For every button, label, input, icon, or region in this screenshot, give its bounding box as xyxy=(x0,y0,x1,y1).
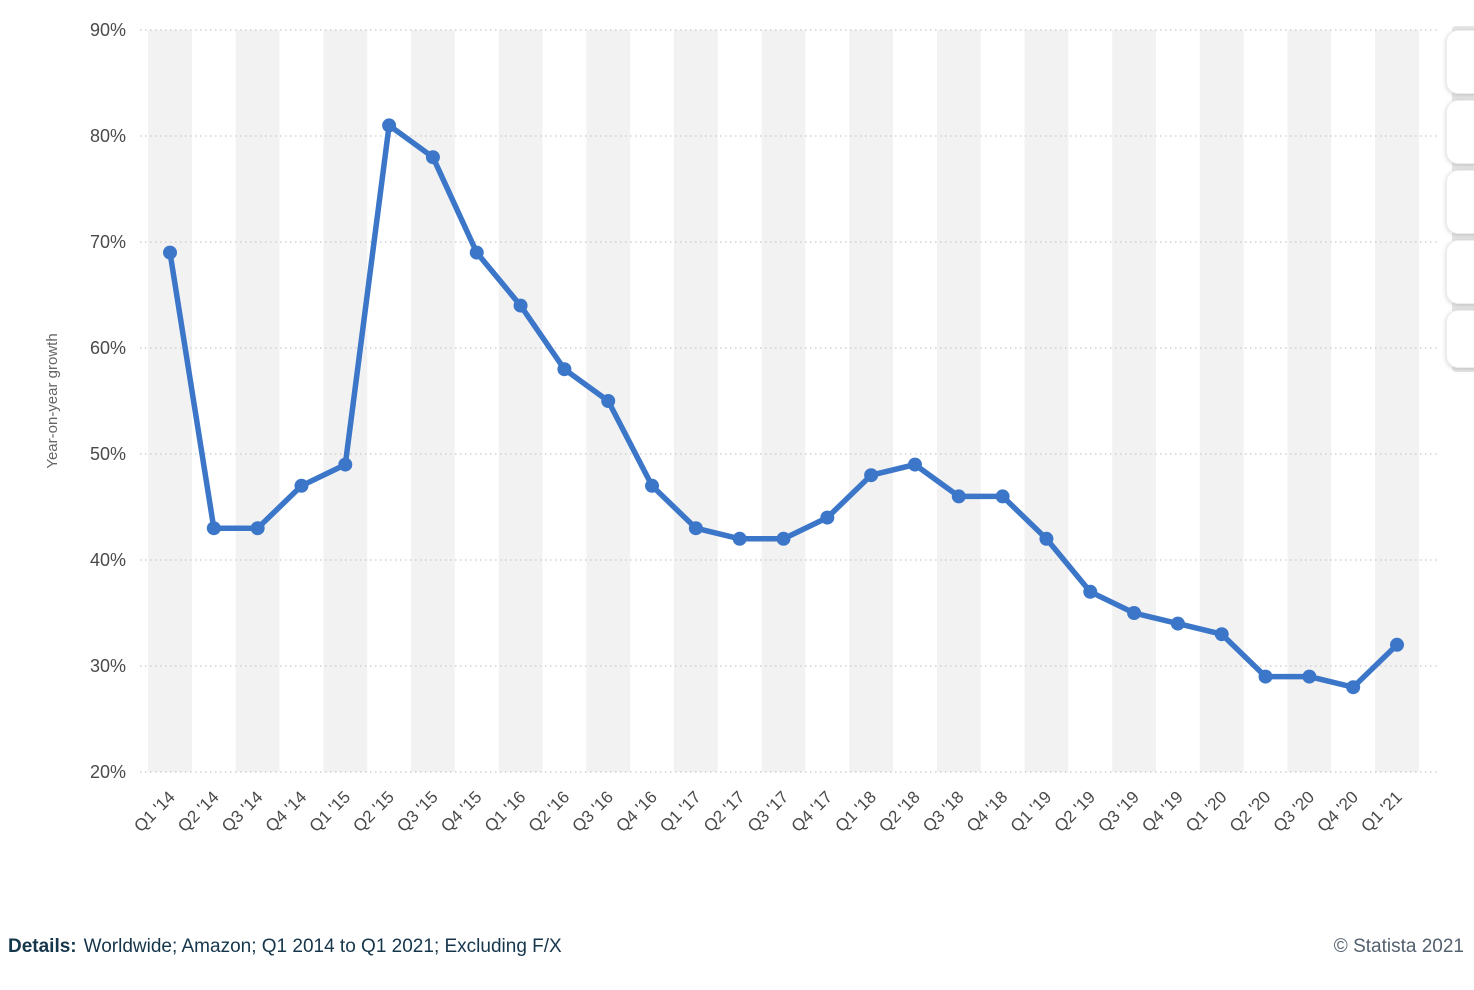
svg-text:Q2 '14: Q2 '14 xyxy=(174,787,222,835)
svg-text:20%: 20% xyxy=(90,762,126,782)
svg-text:Q3 '18: Q3 '18 xyxy=(919,787,967,835)
data-point-marker xyxy=(645,478,660,493)
data-point-marker xyxy=(1127,606,1142,620)
data-point-marker xyxy=(1302,669,1317,684)
svg-text:Q4 '18: Q4 '18 xyxy=(963,787,1011,835)
svg-text:Q1 '19: Q1 '19 xyxy=(1007,787,1055,835)
data-point-marker xyxy=(1390,637,1404,652)
svg-text:Q1 '16: Q1 '16 xyxy=(481,787,529,835)
data-point-marker xyxy=(163,245,177,260)
gridlines xyxy=(140,29,1440,773)
details-text: Worldwide; Amazon; Q1 2014 to Q1 2021; E… xyxy=(83,936,562,957)
svg-text:90%: 90% xyxy=(90,20,126,40)
side-toolbar-button-3[interactable] xyxy=(1446,170,1474,234)
data-point-marker xyxy=(1214,627,1229,642)
svg-text:Q4 '14: Q4 '14 xyxy=(262,787,310,835)
svg-text:70%: 70% xyxy=(90,232,126,252)
line-chart: 20% 30% 40% 50% 60% 70% 80% 90% Q1 '14 Q2 '14 Q3 '… xyxy=(44,20,1440,836)
data-point-marker xyxy=(820,510,835,525)
data-point-marker xyxy=(732,531,747,546)
svg-text:Q1 '20: Q1 '20 xyxy=(1182,787,1230,835)
svg-text:Q1 '14: Q1 '14 xyxy=(130,787,178,835)
svg-text:Q2 '16: Q2 '16 xyxy=(525,787,573,835)
data-point-marker xyxy=(382,118,397,133)
svg-text:50%: 50% xyxy=(90,444,126,464)
svg-text:Q3 '15: Q3 '15 xyxy=(393,787,441,835)
data-point-marker xyxy=(338,457,353,472)
data-point-marker xyxy=(1258,669,1273,684)
svg-text:Q2 '17: Q2 '17 xyxy=(700,787,748,835)
svg-text:Q4 '19: Q4 '19 xyxy=(1138,787,1186,835)
data-point-marker xyxy=(1039,531,1054,546)
svg-text:Q1 '21: Q1 '21 xyxy=(1357,787,1405,835)
data-point-marker xyxy=(601,394,616,408)
data-point-marker xyxy=(206,521,221,536)
data-point-marker xyxy=(469,245,484,260)
svg-text:Q2 '20: Q2 '20 xyxy=(1226,787,1274,835)
side-toolbar-button-1[interactable] xyxy=(1446,30,1474,94)
svg-text:80%: 80% xyxy=(90,126,126,146)
svg-text:Q1 '15: Q1 '15 xyxy=(306,787,354,835)
data-point-marker xyxy=(864,468,879,483)
data-point-marker xyxy=(425,150,440,165)
svg-text:Q4 '20: Q4 '20 xyxy=(1314,787,1362,835)
data-point-marker xyxy=(1170,616,1185,631)
svg-text:Q3 '16: Q3 '16 xyxy=(569,787,617,835)
side-toolbar-button-2[interactable] xyxy=(1446,100,1474,164)
side-toolbar-button-5[interactable] xyxy=(1446,310,1474,368)
svg-text:Q1 '18: Q1 '18 xyxy=(831,787,879,835)
background-stripes xyxy=(148,30,1419,772)
side-toolbar-button-4[interactable] xyxy=(1446,240,1474,304)
svg-text:60%: 60% xyxy=(90,338,126,358)
data-point-marker xyxy=(951,489,966,504)
svg-text:Q3 '19: Q3 '19 xyxy=(1094,787,1142,835)
data-point-marker xyxy=(1346,680,1361,695)
svg-text:Q1 '17: Q1 '17 xyxy=(656,787,704,835)
svg-text:Q2 '15: Q2 '15 xyxy=(349,787,397,835)
y-axis-labels: 20% 30% 40% 50% 60% 70% 80% 90% xyxy=(90,20,126,782)
svg-text:Q4 '17: Q4 '17 xyxy=(788,787,836,835)
data-point-marker xyxy=(907,457,922,472)
y-axis-title: Year-on-year growth xyxy=(44,333,61,468)
svg-text:Q2 '18: Q2 '18 xyxy=(875,787,923,835)
data-point-marker xyxy=(557,362,572,377)
chart-details: Details: Worldwide; Amazon; Q1 2014 to Q1… xyxy=(8,936,562,958)
data-point-marker xyxy=(1083,584,1098,599)
footer: Details: Worldwide; Amazon; Q1 2014 to Q1… xyxy=(0,936,1474,958)
svg-text:Q4 '15: Q4 '15 xyxy=(437,787,485,835)
svg-text:Q3 '14: Q3 '14 xyxy=(218,787,266,835)
data-point-marker xyxy=(688,521,703,536)
svg-text:40%: 40% xyxy=(90,550,126,570)
side-toolbar xyxy=(1414,0,1474,420)
data-point-marker xyxy=(776,531,791,546)
data-point-marker xyxy=(250,521,265,536)
data-point-marker xyxy=(995,489,1010,504)
svg-text:30%: 30% xyxy=(90,656,126,676)
data-point-marker xyxy=(294,478,309,493)
details-label: Details: xyxy=(8,936,77,957)
svg-text:Q3 '17: Q3 '17 xyxy=(744,787,792,835)
data-point-marker xyxy=(513,298,528,313)
svg-text:Q2 '19: Q2 '19 xyxy=(1051,787,1099,835)
copyright-notice: © Statista 2021 xyxy=(1333,936,1464,957)
svg-text:Q4 '16: Q4 '16 xyxy=(612,787,660,835)
svg-text:Q3 '20: Q3 '20 xyxy=(1270,787,1318,835)
